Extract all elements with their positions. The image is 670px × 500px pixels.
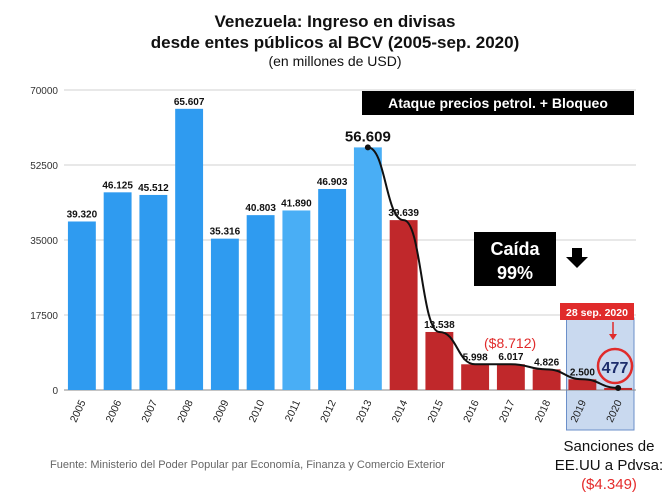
x-tick-label: 2017 bbox=[497, 398, 518, 424]
tag-arrow-head bbox=[609, 334, 617, 340]
x-tick-label: 2010 bbox=[247, 398, 268, 424]
y-tick-label: 17500 bbox=[30, 311, 58, 322]
data-label: 6.017 bbox=[498, 352, 523, 363]
data-label: 45.512 bbox=[138, 183, 169, 194]
x-tick-label: 2011 bbox=[283, 398, 303, 424]
bar bbox=[496, 364, 525, 390]
sanctions-line-2: EE.UU a Pdvsa: bbox=[554, 457, 664, 474]
y-tick-label: 0 bbox=[52, 386, 58, 397]
x-tick-label: 2013 bbox=[354, 398, 375, 424]
data-label: 2.500 bbox=[570, 367, 595, 378]
x-tick-label: 2009 bbox=[211, 398, 232, 424]
date-tag-box bbox=[560, 303, 634, 320]
bar bbox=[568, 379, 597, 390]
trend-line bbox=[367, 146, 619, 389]
data-label: 41.890 bbox=[281, 198, 312, 209]
date-tag-text: 28 sep. 2020 bbox=[566, 307, 628, 319]
x-tick-label: 2014 bbox=[390, 398, 411, 424]
bar bbox=[175, 108, 204, 390]
chart-subtitle: (en millones de USD) bbox=[268, 53, 402, 69]
y-tick-label: 52500 bbox=[30, 161, 58, 172]
data-label: 46.903 bbox=[317, 177, 348, 188]
bar bbox=[139, 194, 168, 390]
data-label: 39.639 bbox=[388, 208, 419, 219]
paren-value: ($8.712) bbox=[484, 335, 536, 351]
data-label: 5.998 bbox=[463, 352, 488, 363]
sanctions-value: ($4.349) bbox=[581, 476, 637, 493]
bar bbox=[210, 238, 239, 390]
bar bbox=[461, 364, 490, 390]
bar bbox=[532, 369, 561, 390]
bar bbox=[318, 188, 347, 390]
data-label: 13.538 bbox=[424, 320, 455, 331]
data-label: 35.316 bbox=[210, 227, 241, 238]
data-label: 40.803 bbox=[245, 203, 276, 214]
banner-box bbox=[362, 91, 634, 115]
down-arrow-icon bbox=[566, 248, 588, 268]
x-tick-label: 2018 bbox=[533, 398, 554, 424]
bar bbox=[282, 210, 311, 390]
bar bbox=[246, 215, 275, 390]
bar bbox=[67, 221, 96, 390]
x-tick-label: 2007 bbox=[139, 398, 160, 424]
drop-label-2: 99% bbox=[497, 263, 533, 283]
data-label: 39.320 bbox=[67, 209, 98, 220]
sanctions-line-1: Sanciones de bbox=[563, 438, 655, 455]
bar bbox=[353, 147, 382, 390]
drop-box bbox=[474, 232, 556, 286]
trend-end-point bbox=[615, 384, 622, 391]
x-tick-label: 2012 bbox=[318, 398, 339, 424]
trend-start-point bbox=[364, 144, 371, 151]
drop-label-1: Caída bbox=[490, 239, 540, 259]
bar bbox=[425, 331, 454, 390]
y-tick-label: 35000 bbox=[30, 236, 58, 247]
data-label: 65.607 bbox=[174, 97, 205, 108]
y-tick-label: 70000 bbox=[30, 86, 58, 97]
x-tick-label: 2016 bbox=[461, 398, 482, 424]
sanctions-note: Sanciones de EE.UU a Pdvsa: ($4.349) bbox=[548, 437, 670, 494]
x-tick-label: 2015 bbox=[425, 398, 446, 424]
title-line-1: Venezuela: Ingreso en divisas bbox=[214, 12, 456, 31]
source-note: Fuente: Ministerio del Poder Popular par… bbox=[50, 459, 445, 471]
x-tick-label: 2008 bbox=[175, 398, 196, 424]
callout-value: 477 bbox=[602, 360, 629, 377]
title-line-2: desde entes públicos al BCV (2005-sep. 2… bbox=[150, 33, 520, 52]
callout-circle bbox=[596, 347, 634, 385]
bar bbox=[103, 192, 132, 390]
x-tick-label: 2006 bbox=[104, 398, 125, 424]
banner-text: Ataque precios petrol. + Bloqueo bbox=[388, 95, 608, 111]
chart-title: Venezuela: Ingreso en divisas desde ente… bbox=[0, 11, 670, 53]
data-label: 46.125 bbox=[102, 180, 133, 191]
data-label: 4.826 bbox=[534, 357, 559, 368]
bar bbox=[389, 220, 418, 390]
x-tick-label: 2005 bbox=[68, 398, 89, 424]
data-label: 56.609 bbox=[345, 128, 391, 145]
